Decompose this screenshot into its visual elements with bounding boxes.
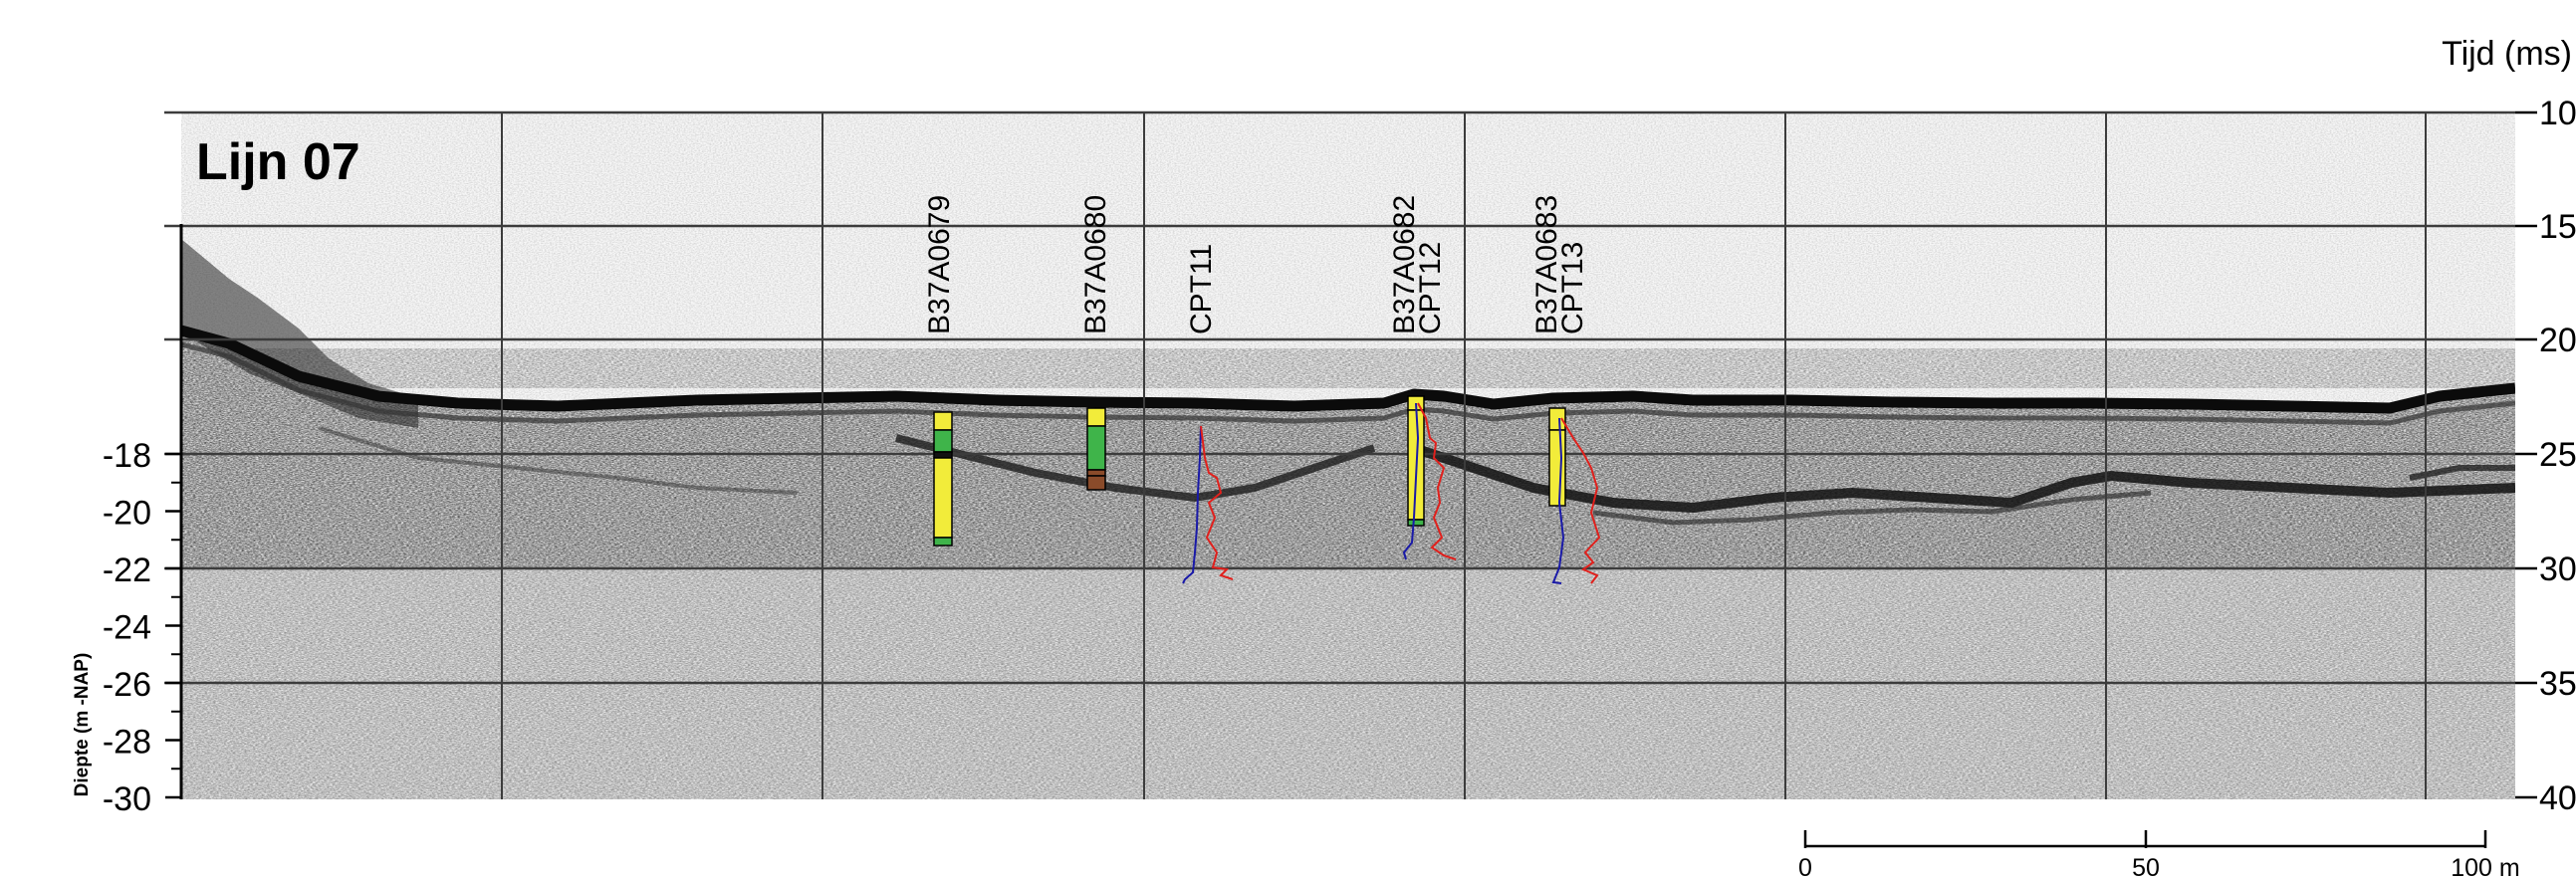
time-tick-label: 20 <box>2539 322 2576 359</box>
seismic-section <box>181 112 2515 799</box>
borehole-column-b37a0680 <box>1086 407 1106 491</box>
borehole-label-cpt13: CPT13 <box>1556 242 1589 334</box>
depth-tick-label: -22 <box>103 551 151 589</box>
time-axis-label: Tijd (ms) <box>2442 35 2572 73</box>
time-tick-label: 10 <box>2539 95 2576 132</box>
depth-tick-label: -18 <box>103 437 151 475</box>
borehole-label-cpt11: CPT11 <box>1185 244 1218 334</box>
borehole-label-b37a0679: B37A0679 <box>923 195 956 334</box>
left-slope-reflector <box>181 239 418 428</box>
scale-label-100: 100 m <box>2451 854 2519 879</box>
cpt11-friction-curve <box>1182 425 1202 584</box>
borehole-column-b37a0679 <box>933 411 953 547</box>
borehole-label-b37a0680: B37A0680 <box>1079 195 1112 334</box>
cpt13-friction-curve <box>1551 417 1565 584</box>
cpt-curves <box>1182 402 1601 584</box>
grid <box>164 110 2515 799</box>
depth-axis-ticks: -18 -20 -22 -24 -26 -28 -30 <box>103 437 181 818</box>
time-tick-label: 15 <box>2539 208 2576 246</box>
figure-title: Lijn 07 <box>196 133 360 191</box>
cpt12-friction-curve <box>1402 402 1420 560</box>
time-tick-label: 35 <box>2539 665 2576 703</box>
scale-label-0: 0 <box>1798 854 1812 879</box>
scale-label-50: 50 <box>2132 854 2160 879</box>
depth-tick-label: -28 <box>103 724 151 762</box>
depth-tick-label: -20 <box>103 495 151 533</box>
cpt13-cone-curve <box>1560 417 1601 584</box>
seafloor-reflector <box>181 325 2515 414</box>
borehole-label-b37a0682: B37A0682 <box>1388 195 1421 334</box>
borehole-label-cpt12: CPT12 <box>1414 242 1447 334</box>
time-axis-ticks: 10 15 20 25 30 35 40 <box>2515 95 2576 817</box>
depth-tick-label: -30 <box>103 780 151 818</box>
cpt11-cone-curve <box>1200 425 1234 580</box>
internal-reflector-1 <box>895 434 1376 503</box>
borehole-label-b37a0683: B37A0683 <box>1530 195 1563 334</box>
borehole-labels: B37A0679 B37A0680 CPT11 B37A0682 CPT12 B… <box>923 195 1589 334</box>
depth-tick-label: -26 <box>103 666 151 704</box>
cpt12-cone-curve <box>1417 402 1457 560</box>
borehole-column-b37a0683 <box>1548 407 1566 507</box>
depth-tick-label: -24 <box>103 609 151 647</box>
time-tick-label: 25 <box>2539 436 2576 474</box>
depth-axis-label: Diepte (m -NAP) <box>72 653 93 797</box>
time-tick-label: 40 <box>2539 779 2576 817</box>
scale-bar: 0 50 100 m <box>1798 830 2520 879</box>
time-tick-label: 30 <box>2539 550 2576 588</box>
